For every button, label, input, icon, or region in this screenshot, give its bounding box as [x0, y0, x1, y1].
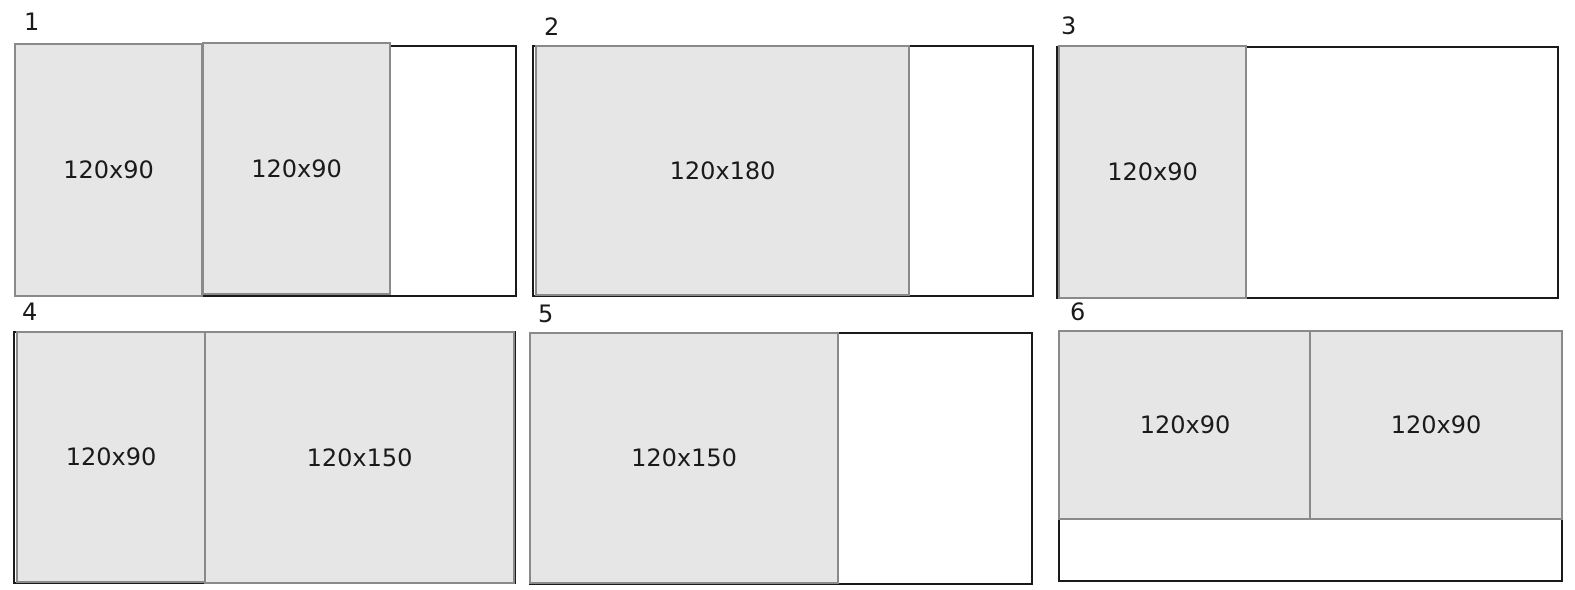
panel-2-block-1: 120x180 — [535, 45, 910, 296]
panel-1-label: 1 — [24, 8, 40, 36]
panel-6-label: 6 — [1070, 298, 1086, 326]
panel-6-block-2: 120x90 — [1309, 330, 1563, 520]
panel-2-label: 2 — [544, 13, 560, 41]
panel-4-block-2: 120x150 — [204, 331, 515, 584]
panel-5-label: 5 — [538, 300, 554, 328]
panel-3-label: 3 — [1061, 12, 1077, 40]
panel-5-block-1: 120x150 — [529, 332, 839, 584]
panel-4-block-1: 120x90 — [16, 331, 206, 583]
panel-4-label: 4 — [22, 298, 38, 326]
panel-1-block-2: 120x90 — [202, 42, 391, 295]
panel-3-block-1: 120x90 — [1058, 45, 1247, 299]
panel-6-block-1: 120x90 — [1058, 330, 1312, 520]
panel-1-block-1: 120x90 — [14, 43, 203, 297]
